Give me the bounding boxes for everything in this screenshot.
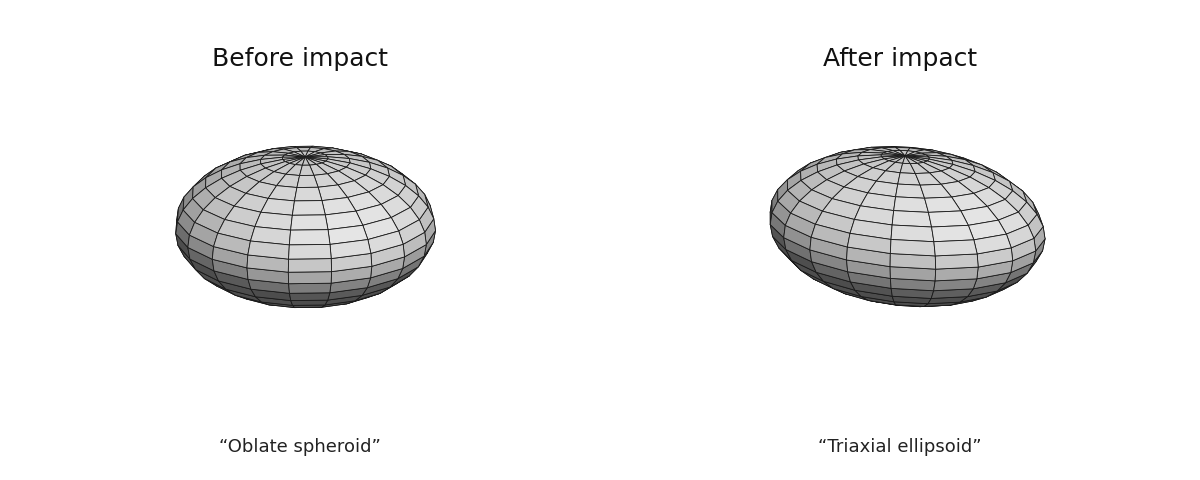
Title: Before impact: Before impact [212,48,388,72]
Title: After impact: After impact [823,48,977,72]
Text: “Triaxial ellipsoid”: “Triaxial ellipsoid” [818,438,982,456]
Text: “Oblate spheroid”: “Oblate spheroid” [220,438,380,456]
